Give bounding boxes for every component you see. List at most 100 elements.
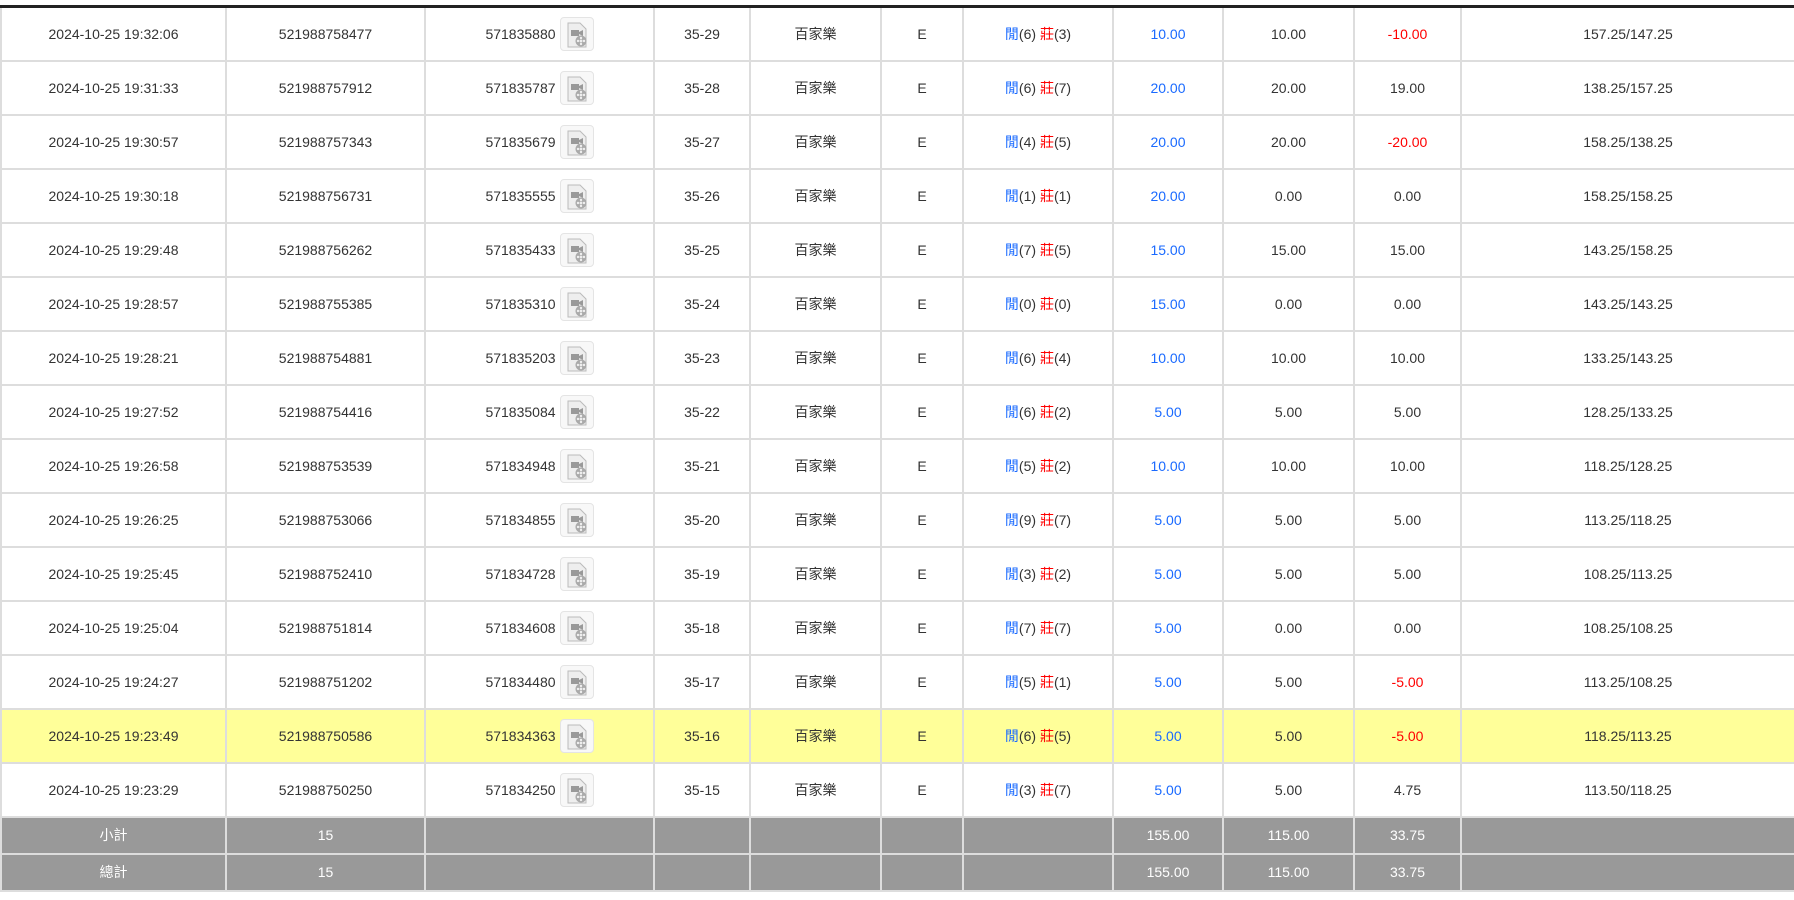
player-label: 閒 <box>1004 241 1019 258</box>
video-file-icon[interactable] <box>559 664 594 699</box>
table-code: E <box>880 545 964 602</box>
banker-points: (7) <box>1053 781 1072 798</box>
player-points: (7) <box>1018 619 1037 636</box>
player-label: 閒 <box>1004 781 1019 798</box>
result: 閒(6) 莊(3) <box>962 5 1114 62</box>
bet-time: 2024-10-25 19:29:48 <box>0 221 227 278</box>
round-id: 571835203 <box>485 349 556 366</box>
bet-time: 2024-10-25 19:25:04 <box>0 599 227 656</box>
player-label: 閒 <box>1004 25 1019 42</box>
video-file-icon[interactable] <box>559 610 594 645</box>
game-name: 百家樂 <box>749 59 882 116</box>
video-file-icon[interactable] <box>559 340 594 375</box>
bet-amount: 20.00 <box>1112 113 1224 170</box>
balance-change: 138.25/157.25 <box>1460 59 1794 116</box>
video-file-icon[interactable] <box>559 718 594 753</box>
game-name: 百家樂 <box>749 653 882 710</box>
round-cell: 571835433 <box>424 221 655 278</box>
table-code: E <box>880 275 964 332</box>
player-points: (3) <box>1018 565 1037 582</box>
shoe-round: 35-28 <box>653 59 751 116</box>
banker-label: 莊 <box>1039 673 1054 690</box>
video-file-icon[interactable] <box>559 394 594 429</box>
player-points: (5) <box>1018 457 1037 474</box>
banker-points: (5) <box>1053 133 1072 150</box>
player-points: (0) <box>1018 295 1037 312</box>
total-count: 15 <box>225 852 426 892</box>
valid-amount: 0.00 <box>1222 599 1355 656</box>
shoe-round: 35-24 <box>653 275 751 332</box>
round-id: 571834855 <box>485 511 556 528</box>
game-name: 百家樂 <box>749 383 882 440</box>
video-file-icon[interactable] <box>559 448 594 483</box>
player-points: (6) <box>1018 25 1037 42</box>
bet-amount: 10.00 <box>1112 5 1224 62</box>
balance-change: 113.25/118.25 <box>1460 491 1794 548</box>
round-cell: 571834363 <box>424 707 655 764</box>
bet-amount: 20.00 <box>1112 167 1224 224</box>
table-row: 2024-10-25 19:30:18 521988756731 571835555… <box>0 167 1794 224</box>
subtotal-row: 小計 15 155.00 115.00 33.75 <box>0 815 1794 855</box>
video-file-icon[interactable] <box>559 70 594 105</box>
valid-amount: 10.00 <box>1222 329 1355 386</box>
result: 閒(9) 莊(7) <box>962 491 1114 548</box>
video-file-icon[interactable] <box>559 16 594 51</box>
video-file-icon[interactable] <box>559 556 594 591</box>
win-loss: 0.00 <box>1353 275 1462 332</box>
shoe-round: 35-25 <box>653 221 751 278</box>
result: 閒(6) 莊(2) <box>962 383 1114 440</box>
shoe-round: 35-19 <box>653 545 751 602</box>
bet-time: 2024-10-25 19:23:29 <box>0 761 227 818</box>
table-code: E <box>880 437 964 494</box>
video-file-icon[interactable] <box>559 502 594 537</box>
player-points: (6) <box>1018 79 1037 96</box>
video-file-icon[interactable] <box>559 178 594 213</box>
banker-label: 莊 <box>1039 781 1054 798</box>
result: 閒(0) 莊(0) <box>962 275 1114 332</box>
table-row: 2024-10-25 19:24:27 521988751202 571834480… <box>0 653 1794 710</box>
video-file-icon[interactable] <box>559 232 594 267</box>
banker-label: 莊 <box>1039 619 1054 636</box>
win-loss: 10.00 <box>1353 437 1462 494</box>
round-cell: 571834855 <box>424 491 655 548</box>
player-label: 閒 <box>1004 295 1019 312</box>
player-label: 閒 <box>1004 403 1019 420</box>
round-id: 571835787 <box>485 79 556 96</box>
banker-label: 莊 <box>1039 295 1054 312</box>
banker-label: 莊 <box>1039 511 1054 528</box>
video-file-icon[interactable] <box>559 772 594 807</box>
bet-id: 521988753066 <box>225 491 426 548</box>
valid-amount: 20.00 <box>1222 113 1355 170</box>
valid-amount: 0.00 <box>1222 167 1355 224</box>
win-loss: 5.00 <box>1353 545 1462 602</box>
subtotal-win: 33.75 <box>1353 815 1462 855</box>
table-code: E <box>880 59 964 116</box>
bet-amount: 5.00 <box>1112 545 1224 602</box>
bet-time: 2024-10-25 19:32:06 <box>0 5 227 62</box>
valid-amount: 5.00 <box>1222 545 1355 602</box>
banker-points: (5) <box>1053 727 1072 744</box>
balance-change: 108.25/108.25 <box>1460 599 1794 656</box>
balance-change: 113.50/118.25 <box>1460 761 1794 818</box>
bet-amount: 5.00 <box>1112 383 1224 440</box>
banker-points: (7) <box>1053 619 1072 636</box>
table-code: E <box>880 329 964 386</box>
result: 閒(3) 莊(7) <box>962 761 1114 818</box>
bet-time: 2024-10-25 19:30:57 <box>0 113 227 170</box>
bet-id: 521988757912 <box>225 59 426 116</box>
valid-amount: 0.00 <box>1222 275 1355 332</box>
win-loss: 0.00 <box>1353 167 1462 224</box>
table-code: E <box>880 167 964 224</box>
game-name: 百家樂 <box>749 545 882 602</box>
banker-label: 莊 <box>1039 79 1054 96</box>
table-row: 2024-10-25 19:28:57 521988755385 571835310… <box>0 275 1794 332</box>
total-win: 33.75 <box>1353 852 1462 892</box>
bet-time: 2024-10-25 19:28:21 <box>0 329 227 386</box>
player-points: (6) <box>1018 403 1037 420</box>
win-loss: 5.00 <box>1353 491 1462 548</box>
video-file-icon[interactable] <box>559 286 594 321</box>
video-file-icon[interactable] <box>559 124 594 159</box>
table-code: E <box>880 5 964 62</box>
banker-points: (2) <box>1053 565 1072 582</box>
banker-label: 莊 <box>1039 727 1054 744</box>
